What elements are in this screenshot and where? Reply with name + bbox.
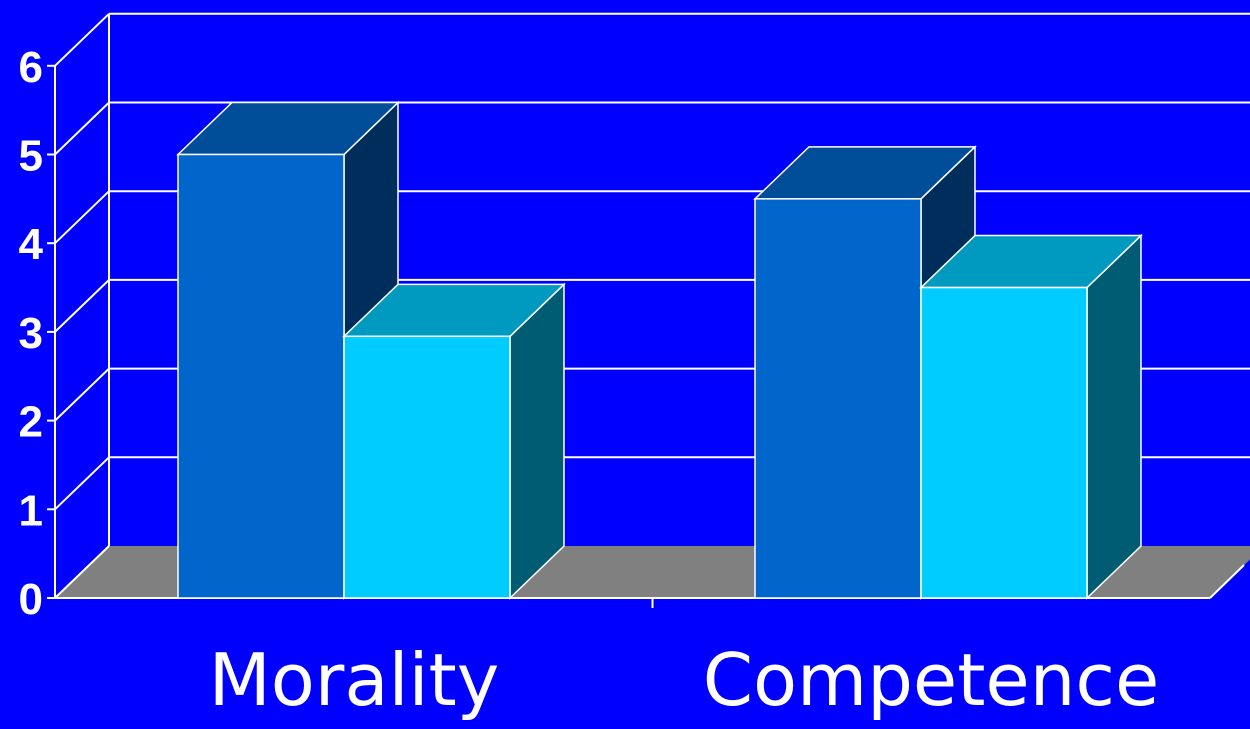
wall-gridline-5 [54, 101, 110, 156]
bar-side-face [1086, 233, 1142, 600]
y-tick-label-6: 6 [19, 43, 43, 92]
x-axis-depth [1209, 564, 1245, 599]
y-tick-label-2: 2 [19, 398, 43, 447]
y-tick-labels: 0 1 2 3 4 5 6 [19, 43, 44, 624]
bar-front-face [343, 335, 511, 599]
bar-front-face [920, 286, 1088, 599]
x-category-labels: Morality Competence [209, 638, 1160, 722]
bar-morality-series-2 [342, 282, 566, 600]
wall-gridline-3 [54, 279, 110, 333]
bar-competence-series-2 [919, 233, 1143, 600]
bars [176, 100, 1143, 600]
bar-morality-series-1 [176, 100, 400, 600]
y-tick-label-4: 4 [19, 220, 44, 269]
wall-gridline-0 [54, 545, 110, 599]
y-tick-label-1: 1 [19, 486, 43, 535]
y-tick-label-0: 0 [19, 575, 43, 624]
y-tick-label-3: 3 [19, 309, 43, 358]
wall-gridline-6 [54, 13, 110, 67]
wall-gridline-2 [54, 367, 110, 422]
bar-front-face [754, 198, 922, 599]
bar-side-face [509, 282, 565, 600]
bar-front-face [177, 153, 345, 599]
wall-gridline-1 [54, 456, 110, 511]
x-category-label-competence: Competence [703, 638, 1160, 722]
y-tick-label-5: 5 [19, 132, 43, 181]
wall-gridline-4 [54, 190, 110, 244]
x-category-label-morality: Morality [209, 638, 500, 722]
